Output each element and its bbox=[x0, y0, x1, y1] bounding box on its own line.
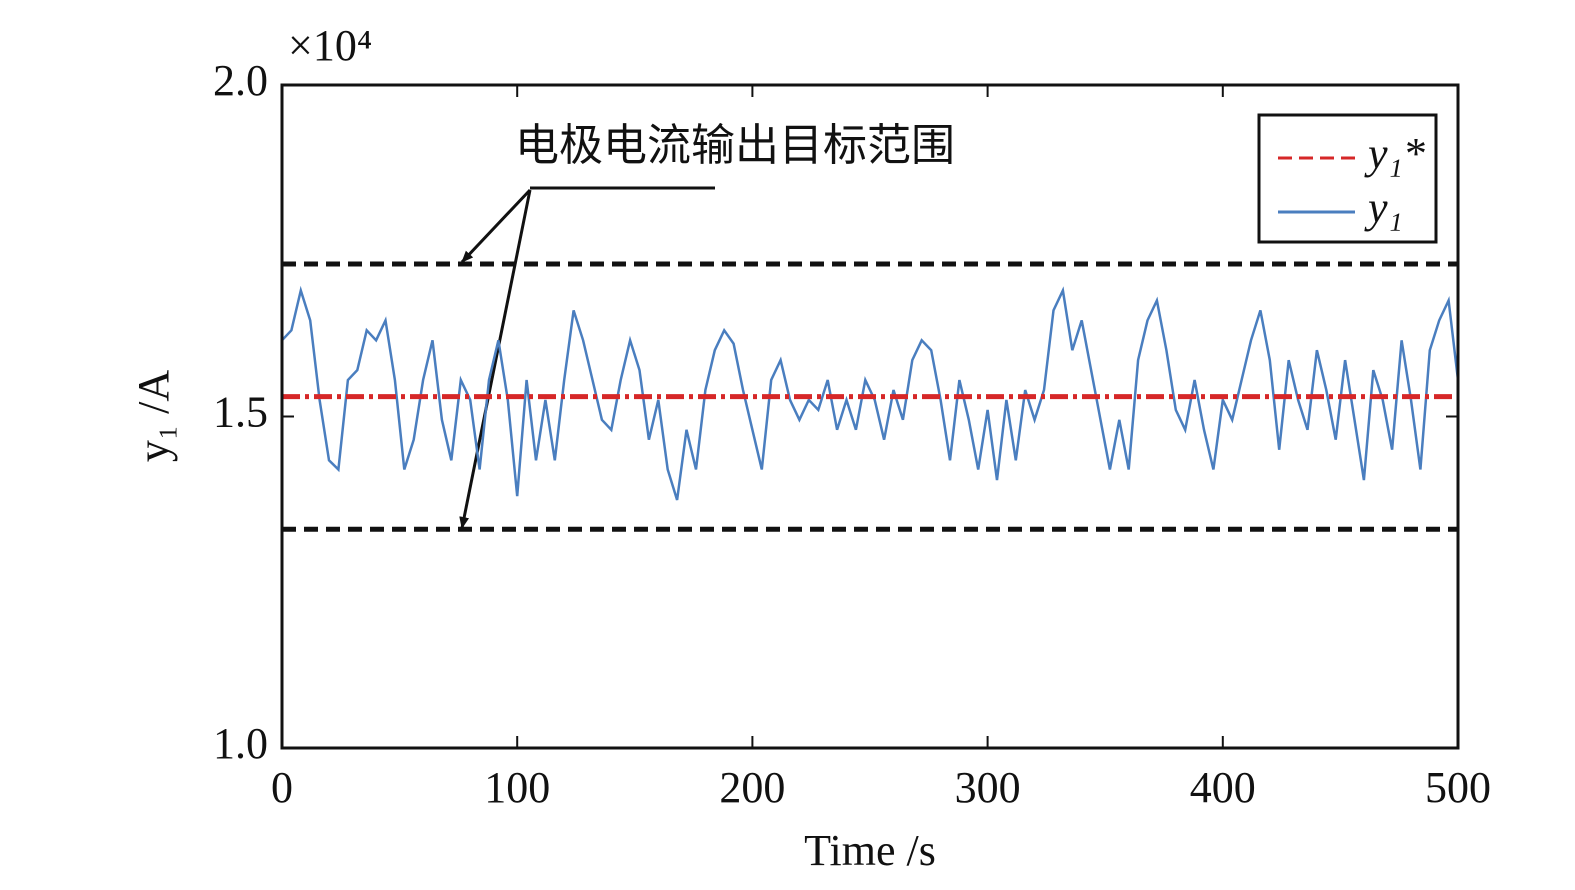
annotation-arrows bbox=[459, 186, 715, 529]
x-tick-label: 500 bbox=[1425, 763, 1491, 812]
y-multiplier: ×10⁴ bbox=[288, 21, 372, 70]
y-tick-label: 1.5 bbox=[213, 388, 268, 437]
y-axis-label: y₁ /A bbox=[129, 370, 178, 463]
y-tick-label: 1.0 bbox=[213, 719, 268, 768]
series-line bbox=[281, 285, 1460, 501]
x-tick-label: 300 bbox=[955, 763, 1021, 812]
x-tick-label: 0 bbox=[271, 763, 293, 812]
legend-label: y₁ bbox=[1364, 183, 1403, 232]
x-axis-label: Time /s bbox=[804, 826, 936, 875]
annotation: 电极电流输出目标范围 bbox=[515, 120, 955, 171]
legend-label: y₁* bbox=[1364, 129, 1425, 178]
y-tick-label: 2.0 bbox=[213, 56, 268, 105]
legend: y₁* y₁ bbox=[1257, 113, 1438, 244]
legend-box bbox=[1257, 113, 1438, 244]
x-tick-label: 100 bbox=[484, 763, 550, 812]
x-tick-label: 400 bbox=[1190, 763, 1256, 812]
x-tick-label: 200 bbox=[719, 763, 785, 812]
